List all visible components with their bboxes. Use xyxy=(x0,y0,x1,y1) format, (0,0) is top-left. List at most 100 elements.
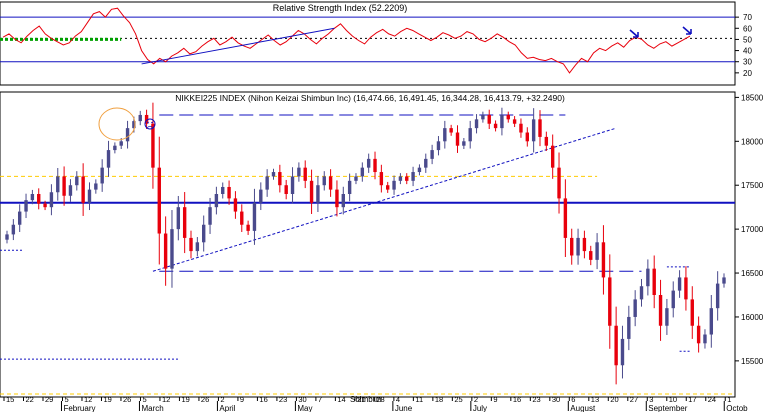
candle-body xyxy=(259,189,263,203)
candle xyxy=(189,230,193,259)
candle-body xyxy=(62,176,66,196)
candle-body xyxy=(81,176,85,203)
x-tick-label: 1 xyxy=(727,395,731,404)
candle-body xyxy=(132,121,136,129)
candle xyxy=(512,116,517,128)
x-tick-label: 10 xyxy=(669,395,677,404)
x-tick-label: 9 xyxy=(240,395,244,404)
rsi-trendline xyxy=(141,27,335,65)
rsi-y-tick-label: 20 xyxy=(743,69,752,78)
candle-body xyxy=(386,185,390,190)
candle xyxy=(665,298,669,335)
x-tick-label: 15 xyxy=(6,395,14,404)
candle xyxy=(195,237,200,257)
candle xyxy=(265,169,269,197)
candle xyxy=(405,173,409,185)
candle-body xyxy=(100,167,104,184)
candle-body xyxy=(30,194,35,201)
candle-body xyxy=(531,119,536,142)
candle xyxy=(677,270,682,298)
rsi-line xyxy=(2,7,691,74)
candle xyxy=(481,111,485,123)
x-tick-label: 3 xyxy=(649,395,653,404)
candle-body xyxy=(271,172,276,177)
candle xyxy=(449,124,453,136)
candle-body xyxy=(684,277,688,300)
candle xyxy=(576,228,580,265)
candle xyxy=(163,216,168,286)
candle-body xyxy=(373,158,377,173)
candle-body xyxy=(405,176,409,181)
candles xyxy=(5,102,726,385)
candle-body xyxy=(468,128,472,142)
candle xyxy=(487,109,491,130)
candle-body xyxy=(690,299,694,326)
candle xyxy=(474,114,479,134)
candle-body xyxy=(322,176,326,186)
candle xyxy=(11,219,16,241)
x-tick-label: 18 xyxy=(435,395,443,404)
candle xyxy=(519,118,523,138)
candle-body xyxy=(354,176,358,181)
candle xyxy=(500,107,504,136)
candle xyxy=(658,279,663,341)
candle-body xyxy=(284,185,288,194)
candle xyxy=(290,167,295,204)
candle-body xyxy=(347,180,352,194)
candle xyxy=(652,255,656,309)
x-tick-label: 6 xyxy=(571,395,575,404)
candle-body xyxy=(221,186,225,194)
candle-body xyxy=(233,198,238,212)
month-label: September xyxy=(648,404,687,412)
month-label: June xyxy=(395,404,413,412)
x-axis: 15 22 29 5 12 19 26 5 12 19 26 2 9 16 23 30 7 14 21 28 4 11 18… xyxy=(0,395,748,412)
candle xyxy=(392,175,396,195)
candle xyxy=(284,179,288,200)
candle xyxy=(297,162,301,182)
candle xyxy=(24,193,28,219)
candle-body xyxy=(94,183,98,190)
month-label: July xyxy=(473,404,487,412)
candle xyxy=(347,173,352,202)
candle xyxy=(506,111,510,123)
month-label: March xyxy=(141,404,163,412)
candle-body xyxy=(11,224,16,235)
candle xyxy=(30,189,35,205)
candle-body xyxy=(49,192,54,208)
shimbun-label: Shimbun xyxy=(350,395,382,404)
sad-face-icon xyxy=(144,118,156,130)
month-label: Octob xyxy=(726,404,748,412)
candle xyxy=(240,204,244,232)
candle-body xyxy=(424,158,428,168)
candle-body xyxy=(436,141,441,151)
rsi-y-tick-label: 60 xyxy=(743,24,752,33)
sad-face-eye xyxy=(147,121,149,124)
candle-body xyxy=(157,167,161,234)
candle xyxy=(398,173,403,185)
candle xyxy=(214,186,219,215)
candle xyxy=(601,225,606,295)
candle-body xyxy=(703,334,707,344)
candle-body xyxy=(658,295,663,326)
candle xyxy=(455,125,460,153)
candle xyxy=(176,195,181,241)
x-tick-label: 12 xyxy=(162,395,170,404)
candle-body xyxy=(106,150,111,168)
candle-body xyxy=(633,299,637,317)
candle xyxy=(252,188,257,245)
candle xyxy=(595,233,599,270)
candle xyxy=(233,191,238,219)
candle xyxy=(627,305,631,351)
candle-body xyxy=(474,119,479,129)
candle-body xyxy=(75,176,79,186)
candle xyxy=(316,175,320,213)
candle xyxy=(570,228,574,265)
candle xyxy=(144,109,149,130)
candle xyxy=(709,295,714,348)
candle-body xyxy=(125,128,130,142)
candle-body xyxy=(309,180,314,203)
candle xyxy=(68,179,73,202)
candle-body xyxy=(455,132,460,146)
candle xyxy=(589,245,593,266)
